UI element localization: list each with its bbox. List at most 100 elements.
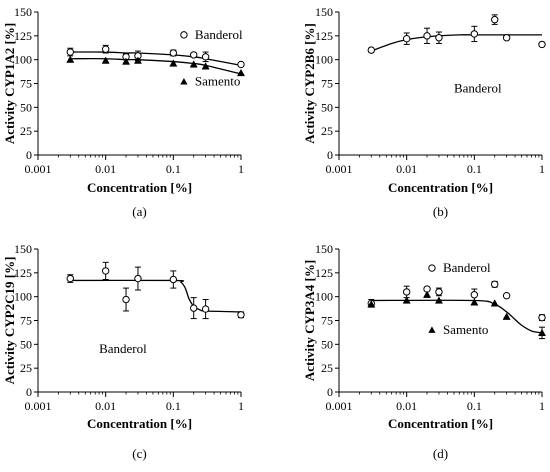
series-label: Banderol bbox=[443, 260, 491, 275]
x-tick-label: 0.1 bbox=[467, 399, 482, 413]
data-point bbox=[402, 288, 411, 296]
data-point bbox=[201, 305, 210, 313]
panel-label: (b) bbox=[433, 204, 448, 219]
data-point bbox=[169, 59, 178, 67]
data-point bbox=[66, 55, 75, 63]
data-point bbox=[237, 311, 245, 319]
y-tick-label: 75 bbox=[20, 77, 32, 91]
y-tick-label: 125 bbox=[315, 29, 333, 43]
panel-label: (d) bbox=[433, 446, 448, 461]
data-point bbox=[122, 57, 131, 65]
y-tick-label: 100 bbox=[315, 290, 333, 304]
data-point bbox=[470, 298, 479, 306]
y-tick-label: 25 bbox=[20, 361, 32, 375]
x-tick-label: 0.001 bbox=[326, 162, 353, 176]
y-tick-label: 75 bbox=[321, 314, 333, 328]
data-point bbox=[189, 60, 198, 68]
x-tick-label: 1 bbox=[539, 162, 545, 176]
series-label: Samento bbox=[443, 322, 489, 337]
data-point bbox=[201, 53, 210, 61]
data-point bbox=[491, 280, 499, 288]
data-point bbox=[169, 49, 178, 57]
legend-marker bbox=[428, 326, 436, 333]
series-label: Banderol bbox=[99, 341, 147, 356]
data-point bbox=[367, 300, 376, 308]
data-point bbox=[101, 45, 110, 53]
data-point bbox=[201, 62, 210, 70]
x-tick-label: 1 bbox=[238, 399, 244, 413]
chart-panel-2: 0 25 50 75 100 125 150 0.001 0.01 0.1 1 Concentrati… bbox=[302, 5, 546, 219]
data-point bbox=[502, 292, 511, 300]
data-point bbox=[101, 56, 110, 64]
panel-label: (a) bbox=[132, 204, 146, 219]
y-tick-label: 50 bbox=[321, 337, 333, 351]
data-point bbox=[502, 312, 511, 320]
x-tick-label: 0.01 bbox=[95, 162, 116, 176]
x-tick-label: 0.01 bbox=[95, 399, 116, 413]
y-tick-label: 150 bbox=[315, 5, 333, 19]
series-banderol: Banderol bbox=[66, 27, 245, 69]
data-point bbox=[190, 51, 198, 59]
y-axis-title: Activity CYP1A2 [%] bbox=[2, 23, 17, 144]
data-point bbox=[491, 15, 499, 24]
x-tick-label: 0.1 bbox=[166, 162, 181, 176]
x-axis-title: Concentration [%] bbox=[388, 416, 493, 431]
x-axis-title: Concentration [%] bbox=[87, 180, 192, 195]
data-point bbox=[237, 60, 245, 69]
data-point bbox=[423, 32, 431, 40]
y-tick-label: 125 bbox=[315, 266, 333, 280]
y-tick-label: 100 bbox=[315, 53, 333, 67]
x-axis-title: Concentration [%] bbox=[388, 180, 493, 195]
data-point bbox=[502, 34, 511, 42]
y-axis-title: Activity CYP2B6 [%] bbox=[302, 23, 317, 144]
y-tick-label: 100 bbox=[14, 53, 32, 67]
chart-panel-3: 0 25 50 75 100 125 150 0.001 0.01 0.1 1 Concentrati… bbox=[2, 242, 245, 461]
chart-panel-1: 0 25 50 75 100 125 150 0.001 0.01 0.1 1 Concentrati… bbox=[2, 5, 246, 219]
series-samento: Samento bbox=[367, 290, 547, 340]
data-point bbox=[435, 288, 443, 296]
y-axis-title: Activity CYP3A4 [%] bbox=[302, 260, 317, 381]
data-point bbox=[169, 275, 178, 284]
x-tick-label: 0.1 bbox=[166, 399, 181, 413]
y-tick-label: 125 bbox=[14, 29, 32, 43]
legend-marker bbox=[428, 264, 436, 272]
series-samento: Samento bbox=[66, 55, 246, 89]
data-point bbox=[367, 46, 375, 54]
data-point bbox=[101, 267, 110, 275]
data-point bbox=[423, 290, 432, 298]
fit-curve bbox=[70, 57, 242, 75]
x-axis-title: Concentration [%] bbox=[87, 416, 192, 431]
panel-label: (c) bbox=[132, 446, 146, 461]
y-tick-label: 25 bbox=[321, 361, 333, 375]
series-banderol: Banderol bbox=[367, 14, 546, 95]
data-point bbox=[66, 48, 74, 56]
x-tick-label: 0.001 bbox=[25, 162, 52, 176]
y-tick-label: 0 bbox=[327, 148, 333, 162]
y-tick-label: 50 bbox=[20, 337, 32, 351]
data-point bbox=[134, 274, 142, 283]
chart-panel-4: 0 25 50 75 100 125 150 0.001 0.01 0.1 1 Concentrati… bbox=[302, 242, 547, 461]
y-axis-title: Activity CYP2C19 [%] bbox=[2, 257, 17, 385]
series-banderol: Banderol bbox=[367, 260, 546, 322]
x-tick-label: 1 bbox=[238, 162, 244, 176]
legend-marker bbox=[180, 77, 188, 85]
fit-curve bbox=[70, 279, 242, 313]
y-tick-label: 0 bbox=[26, 385, 32, 399]
x-tick-label: 0.001 bbox=[25, 399, 52, 413]
data-point bbox=[190, 304, 198, 312]
y-tick-label: 100 bbox=[14, 290, 32, 304]
y-tick-label: 0 bbox=[327, 385, 333, 399]
x-tick-label: 0.01 bbox=[396, 399, 417, 413]
y-tick-label: 50 bbox=[20, 100, 32, 114]
y-tick-label: 125 bbox=[14, 266, 32, 280]
y-tick-label: 150 bbox=[14, 5, 32, 19]
x-tick-label: 0.01 bbox=[396, 162, 417, 176]
x-tick-label: 1 bbox=[539, 399, 545, 413]
data-point bbox=[470, 291, 479, 299]
data-point bbox=[537, 328, 547, 337]
series-banderol: Banderol bbox=[66, 261, 245, 356]
y-tick-label: 50 bbox=[321, 100, 333, 114]
fit-curve bbox=[371, 34, 542, 52]
data-point bbox=[402, 296, 411, 304]
